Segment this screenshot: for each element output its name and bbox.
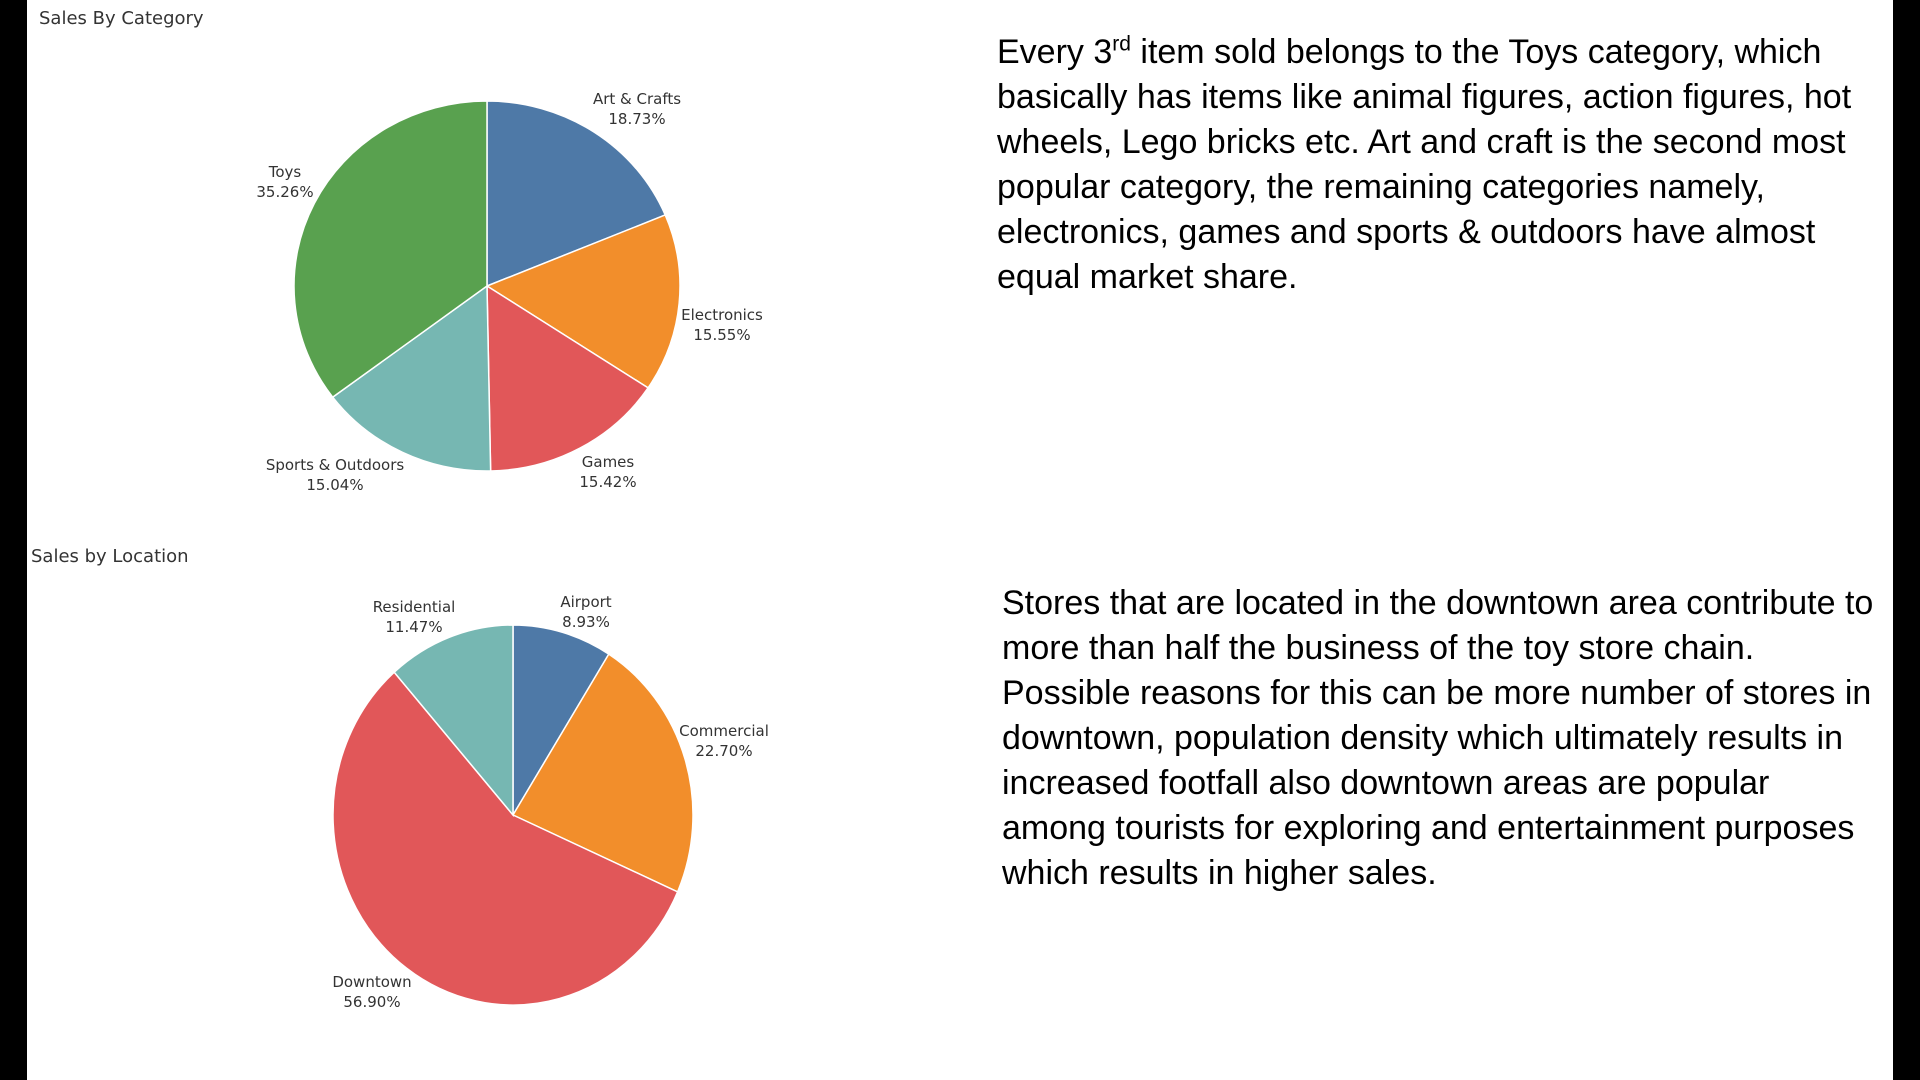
slice-percent-label: 8.93% <box>562 613 610 631</box>
slice-percent-label: 15.04% <box>306 476 363 494</box>
pie-slice-toys[interactable] <box>293 100 488 399</box>
category-pie-chart: Art & Crafts 18.73% Electronics 15.55% Games… <box>256 90 763 494</box>
slice-category-label: Residential <box>373 598 456 616</box>
pie-slice-airport[interactable] <box>512 624 610 818</box>
slice-percent-label: 56.90% <box>343 993 400 1011</box>
slice-category-label: Electronics <box>681 306 763 324</box>
slice-percent-label: 11.47% <box>385 618 442 636</box>
slice-category-label: Airport <box>560 593 611 611</box>
slice-category-label: Art & Crafts <box>593 90 681 108</box>
category-chart-title: Sales By Category <box>39 8 204 29</box>
slice-label: Downtown 56.90% <box>332 973 411 1011</box>
slice-percent-label: 15.42% <box>579 473 636 491</box>
pie-slice-electronics[interactable] <box>485 214 681 389</box>
slice-label: Electronics 15.55% <box>681 306 763 344</box>
pie-slice-commercial[interactable] <box>511 653 694 893</box>
slice-label: Residential 11.47% <box>373 598 456 636</box>
category-insight-part: item sold belongs to the Toys category, … <box>997 33 1852 296</box>
category-insight-part: Every 3 <box>997 33 1113 71</box>
slide: Sales By Category Art & Crafts 18.73% Elec… <box>27 0 1893 1080</box>
slice-percent-label: 18.73% <box>608 110 665 128</box>
slice-percent-label: 35.26% <box>256 183 313 201</box>
pie-slice-downtown[interactable] <box>332 671 679 1006</box>
slice-label: Commercial 22.70% <box>679 722 769 760</box>
location-insight-text: Stores that are located in the downtown … <box>1002 584 1874 892</box>
slice-label: Sports & Outdoors 15.04% <box>266 456 405 494</box>
pie-slice-residential[interactable] <box>393 624 514 818</box>
location-chart-title: Sales by Location <box>31 546 189 567</box>
slice-label: Art & Crafts 18.73% <box>593 90 681 128</box>
category-insight-text: Every 3rd item sold belongs to the Toys … <box>997 30 1877 300</box>
category-insight-superscript: rd <box>1112 32 1131 56</box>
pie-slice-art-crafts[interactable] <box>486 100 667 288</box>
pie-slice-sports-outdoors[interactable] <box>331 284 492 472</box>
slice-label: Games 15.42% <box>579 453 636 491</box>
slice-category-label: Downtown <box>332 973 411 991</box>
slice-category-label: Commercial <box>679 722 769 740</box>
slice-percent-label: 22.70% <box>695 742 752 760</box>
slice-category-label: Toys <box>268 163 302 181</box>
slice-label: Airport 8.93% <box>560 593 611 631</box>
pie-slice-games[interactable] <box>486 284 650 472</box>
slice-category-label: Games <box>582 453 635 471</box>
slice-category-label: Sports & Outdoors <box>266 456 405 474</box>
slice-percent-label: 15.55% <box>693 326 750 344</box>
slice-label: Toys 35.26% <box>256 163 313 201</box>
location-pie-chart: Airport 8.93% Commercial 22.70% Downtown 56.9… <box>332 593 769 1011</box>
